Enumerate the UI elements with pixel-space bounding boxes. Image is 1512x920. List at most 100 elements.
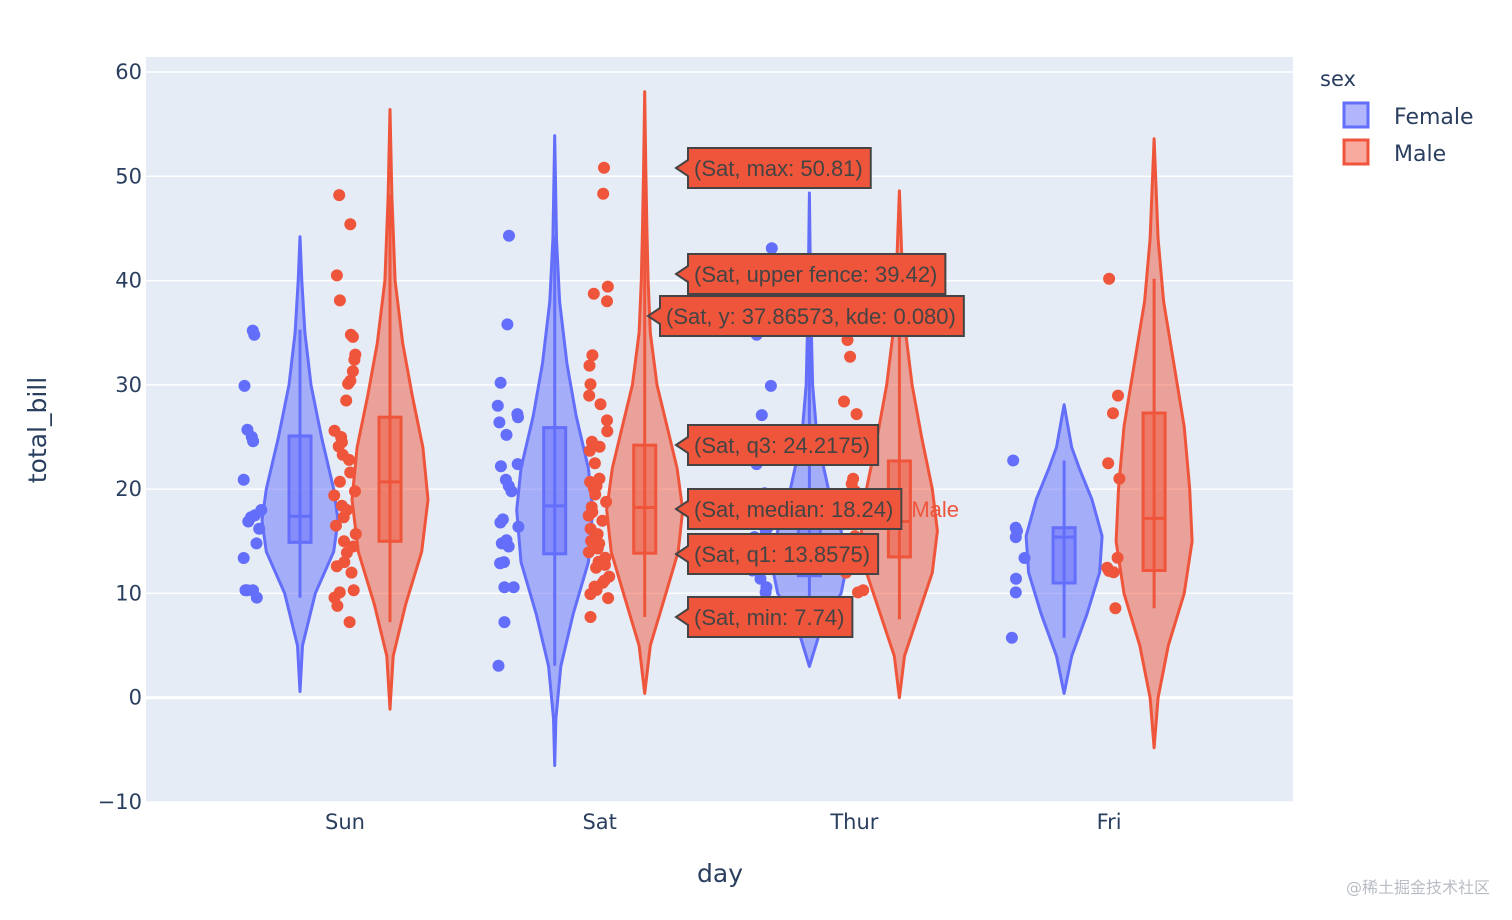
point-male[interactable]	[348, 353, 361, 366]
point-male[interactable]	[597, 187, 610, 200]
point-male[interactable]	[346, 365, 359, 378]
point-female[interactable]	[1010, 572, 1022, 585]
point-male[interactable]	[333, 475, 346, 488]
point-male[interactable]	[338, 535, 350, 548]
point-male[interactable]	[349, 528, 362, 540]
point-female[interactable]	[754, 572, 767, 585]
point-male[interactable]	[344, 466, 357, 479]
point-female[interactable]	[250, 537, 263, 550]
point-male[interactable]	[345, 566, 358, 579]
point-male[interactable]	[582, 546, 595, 559]
point-male[interactable]	[343, 616, 356, 629]
point-female[interactable]	[248, 328, 261, 341]
point-male[interactable]	[1112, 389, 1124, 402]
point-female[interactable]	[494, 376, 507, 389]
point-male[interactable]	[584, 378, 597, 391]
point-female[interactable]	[1018, 552, 1031, 564]
point-female[interactable]	[498, 581, 511, 594]
point-female[interactable]	[247, 435, 260, 448]
point-male[interactable]	[602, 592, 615, 605]
point-female[interactable]	[493, 416, 506, 429]
point-male[interactable]	[343, 453, 356, 466]
point-female[interactable]	[491, 399, 504, 412]
point-male[interactable]	[344, 218, 357, 231]
point-female[interactable]	[239, 584, 252, 597]
point-female[interactable]	[764, 379, 777, 392]
point-male[interactable]	[582, 509, 595, 522]
point-male[interactable]	[333, 294, 346, 307]
point-male[interactable]	[583, 359, 596, 372]
point-male[interactable]	[340, 394, 353, 407]
point-male[interactable]	[583, 389, 596, 402]
point-female[interactable]	[494, 557, 507, 570]
point-female[interactable]	[507, 581, 520, 594]
point-male[interactable]	[1107, 407, 1119, 420]
point-male[interactable]	[601, 295, 613, 308]
point-female[interactable]	[1009, 531, 1022, 544]
point-male[interactable]	[584, 588, 597, 601]
point-male[interactable]	[584, 611, 597, 623]
point-female[interactable]	[492, 659, 505, 672]
point-male[interactable]	[342, 377, 355, 390]
point-female[interactable]	[1009, 586, 1022, 599]
point-female[interactable]	[238, 379, 251, 392]
point-male[interactable]	[589, 488, 602, 501]
point-female[interactable]	[242, 515, 255, 528]
point-female[interactable]	[511, 458, 524, 471]
point-female[interactable]	[759, 586, 772, 599]
point-male[interactable]	[852, 586, 864, 599]
point-male[interactable]	[1109, 602, 1122, 615]
point-female[interactable]	[237, 552, 250, 564]
legend-item-female[interactable]: Female	[1342, 101, 1474, 130]
point-male[interactable]	[331, 599, 344, 612]
point-female[interactable]	[494, 460, 507, 473]
point-male[interactable]	[346, 330, 359, 343]
point-male[interactable]	[349, 485, 361, 498]
point-female[interactable]	[498, 616, 511, 629]
point-male[interactable]	[330, 560, 343, 573]
point-female[interactable]	[253, 522, 266, 535]
point-male[interactable]	[1103, 272, 1116, 285]
point-female[interactable]	[765, 242, 778, 255]
point-female[interactable]	[755, 409, 768, 422]
point-male[interactable]	[1107, 566, 1120, 579]
point-male[interactable]	[593, 440, 606, 453]
point-female[interactable]	[505, 485, 518, 498]
point-male[interactable]	[844, 350, 857, 363]
point-male[interactable]	[600, 495, 613, 508]
point-female[interactable]	[237, 473, 250, 486]
point-male[interactable]	[587, 287, 600, 300]
point-male[interactable]	[838, 395, 850, 408]
point-male[interactable]	[333, 189, 346, 202]
point-male[interactable]	[601, 280, 614, 293]
point-female[interactable]	[250, 591, 263, 604]
point-female[interactable]	[1005, 631, 1018, 644]
point-male[interactable]	[586, 349, 599, 362]
point-male[interactable]	[340, 546, 353, 559]
point-male[interactable]	[601, 425, 614, 438]
point-male[interactable]	[337, 511, 350, 524]
violin-traces[interactable]	[260, 90, 1194, 767]
point-male[interactable]	[598, 161, 610, 174]
point-male[interactable]	[330, 519, 342, 532]
point-female[interactable]	[500, 428, 513, 441]
point-male[interactable]	[347, 584, 360, 597]
point-female[interactable]	[512, 520, 525, 533]
point-female[interactable]	[1007, 454, 1020, 467]
point-male[interactable]	[850, 408, 863, 421]
legend-item-male[interactable]: Male	[1342, 138, 1446, 167]
point-female[interactable]	[501, 318, 514, 331]
point-female[interactable]	[512, 411, 524, 424]
point-male[interactable]	[601, 414, 613, 427]
point-male[interactable]	[1113, 472, 1126, 485]
point-male[interactable]	[1111, 551, 1124, 564]
point-male[interactable]	[588, 457, 601, 470]
point-female[interactable]	[502, 540, 515, 553]
point-male[interactable]	[594, 398, 607, 411]
point-male[interactable]	[590, 561, 603, 574]
point-male[interactable]	[596, 514, 609, 527]
point-female[interactable]	[503, 229, 515, 242]
point-male[interactable]	[1102, 457, 1115, 470]
point-female[interactable]	[494, 516, 507, 529]
point-male[interactable]	[330, 269, 343, 282]
